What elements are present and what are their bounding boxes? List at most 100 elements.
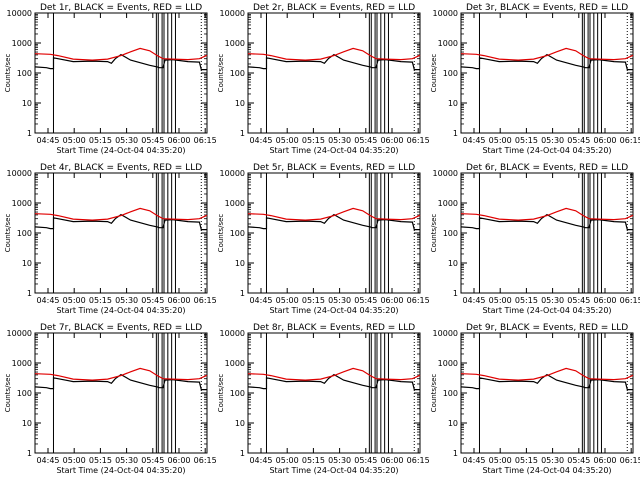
y-tick-label: 100 bbox=[230, 229, 245, 238]
y-tick-label: 10000 bbox=[7, 9, 32, 18]
x-axis-label: Start Time (24-Oct-04 04:35:20) bbox=[56, 306, 185, 315]
y-axis-label: Counts/sec bbox=[217, 54, 225, 93]
plot-frame bbox=[460, 172, 634, 294]
x-tick-label: 05:00 bbox=[276, 456, 299, 465]
x-tick-label: 04:45 bbox=[36, 296, 59, 305]
plot-frame bbox=[34, 12, 208, 134]
x-tick-label: 05:30 bbox=[541, 296, 564, 305]
y-tick-label: 1 bbox=[453, 449, 458, 458]
series-events-line bbox=[34, 53, 207, 71]
plot-frame bbox=[460, 12, 634, 134]
x-tick-label: 06:15 bbox=[194, 456, 217, 465]
x-tick-label: 05:30 bbox=[328, 136, 351, 145]
y-tick-label: 1 bbox=[27, 449, 32, 458]
y-tick-label: 100 bbox=[17, 229, 32, 238]
y-tick-label: 1000 bbox=[438, 39, 458, 48]
x-tick-label: 04:45 bbox=[462, 136, 485, 145]
y-tick-label: 10000 bbox=[7, 329, 32, 338]
x-tick-label: 06:00 bbox=[167, 456, 190, 465]
y-tick-label: 1 bbox=[27, 289, 32, 298]
x-tick-label: 06:00 bbox=[593, 456, 616, 465]
x-tick-label: 04:45 bbox=[36, 456, 59, 465]
x-axis-label: Start Time (24-Oct-04 04:35:20) bbox=[482, 306, 611, 315]
panel-det-4: Det 4r, BLACK = Events, RED = LLD 1 10 100 1… bbox=[4, 163, 217, 315]
y-tick-label: 1000 bbox=[12, 359, 32, 368]
x-tick-label: 06:15 bbox=[407, 136, 430, 145]
y-axis-label: Counts/sec bbox=[430, 374, 438, 413]
x-tick-label: 05:15 bbox=[89, 136, 112, 145]
x-tick-label: 06:00 bbox=[593, 296, 616, 305]
plot-frame bbox=[247, 12, 421, 134]
panel-title: Det 2r, BLACK = Events, RED = LLD bbox=[253, 3, 415, 13]
x-tick-label: 06:00 bbox=[380, 456, 403, 465]
x-tick-label: 05:15 bbox=[89, 296, 112, 305]
y-tick-label: 100 bbox=[17, 389, 32, 398]
panel-det-9: Det 9r, BLACK = Events, RED = LLD 1 10 100 1… bbox=[430, 323, 640, 475]
series-events-line bbox=[460, 373, 633, 391]
panel-title: Det 6r, BLACK = Events, RED = LLD bbox=[466, 163, 628, 173]
x-tick-label: 06:15 bbox=[407, 456, 430, 465]
x-tick-label: 06:15 bbox=[194, 296, 217, 305]
x-tick-label: 05:15 bbox=[302, 136, 325, 145]
x-tick-label: 06:00 bbox=[167, 136, 190, 145]
x-axis-label: Start Time (24-Oct-04 04:35:20) bbox=[56, 466, 185, 475]
x-axis-label: Start Time (24-Oct-04 04:35:20) bbox=[269, 146, 398, 155]
x-tick-label: 06:15 bbox=[620, 136, 640, 145]
y-tick-label: 1000 bbox=[12, 199, 32, 208]
panel-title: Det 4r, BLACK = Events, RED = LLD bbox=[40, 163, 202, 173]
x-tick-label: 05:30 bbox=[328, 456, 351, 465]
x-tick-label: 04:45 bbox=[462, 456, 485, 465]
y-tick-label: 10 bbox=[448, 259, 458, 268]
series-events-line bbox=[247, 53, 420, 71]
series-lld-line bbox=[34, 207, 208, 221]
panel-title: Det 1r, BLACK = Events, RED = LLD bbox=[40, 3, 202, 13]
y-tick-label: 10000 bbox=[433, 329, 458, 338]
y-tick-label: 10 bbox=[22, 259, 32, 268]
y-tick-label: 10000 bbox=[433, 9, 458, 18]
y-axis-label: Counts/sec bbox=[217, 374, 225, 413]
plot-frame bbox=[460, 332, 634, 454]
x-tick-label: 06:00 bbox=[380, 136, 403, 145]
series-lld-line bbox=[247, 207, 421, 221]
y-tick-label: 10 bbox=[235, 99, 245, 108]
y-axis-label: Counts/sec bbox=[4, 214, 12, 253]
y-tick-label: 1 bbox=[453, 129, 458, 138]
y-axis-label: Counts/sec bbox=[4, 374, 12, 413]
x-tick-label: 05:00 bbox=[489, 456, 512, 465]
x-tick-label: 06:00 bbox=[167, 296, 190, 305]
y-axis-label: Counts/sec bbox=[217, 214, 225, 253]
y-axis-label: Counts/sec bbox=[430, 214, 438, 253]
y-tick-label: 10000 bbox=[433, 169, 458, 178]
panel-title: Det 3r, BLACK = Events, RED = LLD bbox=[466, 3, 628, 13]
y-tick-label: 100 bbox=[230, 389, 245, 398]
x-tick-label: 05:30 bbox=[115, 456, 138, 465]
y-tick-label: 1 bbox=[240, 289, 245, 298]
x-tick-label: 05:45 bbox=[567, 296, 590, 305]
y-tick-label: 10000 bbox=[7, 169, 32, 178]
series-lld-line bbox=[34, 47, 208, 61]
x-tick-label: 06:00 bbox=[593, 136, 616, 145]
y-tick-label: 10000 bbox=[220, 169, 245, 178]
x-tick-label: 05:00 bbox=[489, 136, 512, 145]
x-tick-label: 05:30 bbox=[328, 296, 351, 305]
x-tick-label: 05:15 bbox=[89, 456, 112, 465]
y-axis-label: Counts/sec bbox=[430, 54, 438, 93]
x-tick-label: 04:45 bbox=[249, 136, 272, 145]
panel-det-3: Det 3r, BLACK = Events, RED = LLD 1 10 100 1… bbox=[430, 3, 640, 155]
x-tick-label: 05:00 bbox=[276, 296, 299, 305]
x-axis-label: Start Time (24-Oct-04 04:35:20) bbox=[269, 466, 398, 475]
panel-title: Det 9r, BLACK = Events, RED = LLD bbox=[466, 323, 628, 333]
x-tick-label: 05:00 bbox=[63, 136, 86, 145]
x-tick-label: 05:30 bbox=[115, 136, 138, 145]
x-tick-label: 05:00 bbox=[63, 296, 86, 305]
x-tick-label: 05:45 bbox=[354, 456, 377, 465]
y-tick-label: 1000 bbox=[225, 359, 245, 368]
panel-det-7: Det 7r, BLACK = Events, RED = LLD 1 10 100 1… bbox=[4, 323, 217, 475]
y-tick-label: 100 bbox=[230, 69, 245, 78]
plot-frame bbox=[247, 332, 421, 454]
x-tick-label: 05:00 bbox=[63, 456, 86, 465]
x-axis-label: Start Time (24-Oct-04 04:35:20) bbox=[482, 466, 611, 475]
x-axis-label: Start Time (24-Oct-04 04:35:20) bbox=[56, 146, 185, 155]
series-events-line bbox=[34, 213, 207, 231]
